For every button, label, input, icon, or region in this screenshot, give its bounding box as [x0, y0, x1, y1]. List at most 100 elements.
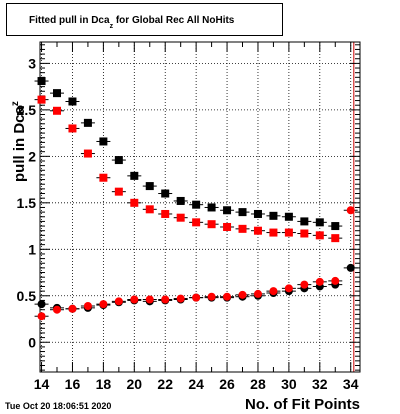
data-point	[300, 217, 309, 226]
data-point	[269, 287, 278, 296]
data-point	[269, 211, 278, 220]
x-tick-label: 22	[157, 376, 173, 392]
data-point	[145, 205, 154, 214]
series-1	[34, 77, 343, 231]
data-point	[176, 196, 185, 205]
chart-title: Fitted pull in Dcaz for Global Rec All N…	[29, 15, 235, 30]
data-point	[145, 295, 154, 304]
data-point	[68, 124, 77, 133]
data-point	[68, 97, 77, 106]
data-point	[37, 300, 46, 309]
data-point	[83, 149, 92, 158]
x-tick-label: 24	[188, 376, 204, 392]
y-tick-label: 1.5	[17, 195, 37, 211]
x-tick-label: 20	[127, 376, 143, 392]
data-point	[253, 289, 262, 298]
y-axis-label: pull in Dcaz	[10, 101, 28, 182]
data-point	[176, 213, 185, 222]
data-point	[284, 212, 293, 221]
x-tick-label: 14	[34, 376, 50, 392]
title-box: Fitted pull in Dcaz for Global Rec All N…	[6, 3, 283, 36]
data-point	[130, 198, 139, 207]
data-point	[161, 209, 170, 218]
y-tick-label: 2	[28, 148, 36, 164]
x-tick-label: 30	[281, 376, 297, 392]
axis-ticks: 14 16 18 20 22 24 26 28 30 32 34 0 0.5 1 1.5 2 2.5 3	[17, 42, 360, 392]
title-svg: Fitted pull in Dcaz for Global Rec All N…	[29, 15, 235, 30]
data-point	[284, 228, 293, 237]
data-point	[331, 234, 340, 243]
x-tick-label: 28	[250, 376, 266, 392]
x-tick-label: 34	[343, 376, 359, 392]
y-tick-label: 1	[28, 241, 36, 257]
timestamp: Tue Oct 20 18:06:51 2020	[5, 401, 112, 411]
data-point	[207, 220, 216, 229]
data-point	[130, 295, 139, 304]
data-point	[331, 222, 340, 231]
x-tick-label: 26	[219, 376, 235, 392]
series-2	[34, 95, 343, 243]
y-tick-label: 0.5	[17, 288, 37, 304]
data-point	[53, 305, 62, 314]
data-point	[53, 106, 62, 115]
data-point	[83, 118, 92, 127]
x-tick-label: 18	[96, 376, 112, 392]
chart-title-prefix: Fitted pull in Dca	[29, 15, 110, 26]
y-tick-label: 2.5	[17, 102, 37, 118]
data-point	[253, 226, 262, 235]
x-tick-label: 16	[65, 376, 81, 392]
y-tick-label: 0	[28, 334, 36, 350]
data-point	[192, 200, 201, 209]
data-point	[253, 209, 262, 218]
data-point	[68, 304, 77, 313]
chart-title-subscript: z	[110, 23, 114, 30]
data-point	[207, 203, 216, 212]
data-point	[300, 229, 309, 238]
data-point	[346, 206, 355, 215]
y-axis-label-wrap: pull in Dcaz	[6, 101, 28, 182]
data-marks	[34, 77, 358, 321]
data-point	[99, 300, 108, 309]
data-point	[161, 295, 170, 304]
data-point	[37, 95, 46, 104]
chart-title-suffix: for Global Rec All NoHits	[113, 15, 235, 26]
series-4	[34, 206, 358, 321]
data-point	[192, 218, 201, 227]
y-axis-label-text: pull in Dca	[11, 106, 28, 183]
data-point	[238, 224, 247, 233]
data-point	[238, 208, 247, 217]
data-point	[145, 182, 154, 191]
data-point	[99, 137, 108, 146]
data-point	[238, 290, 247, 299]
data-point	[192, 293, 201, 302]
x-tick-label: 32	[312, 376, 328, 392]
data-point	[114, 297, 123, 306]
data-point	[269, 228, 278, 237]
data-point	[223, 292, 232, 301]
data-point	[176, 294, 185, 303]
x-axis-label: No. of Fit Points	[245, 396, 360, 413]
data-point	[99, 173, 108, 182]
data-point	[37, 77, 46, 86]
data-point	[284, 284, 293, 293]
data-point	[300, 280, 309, 289]
data-point	[315, 277, 324, 286]
y-axis-label-svg: pull in Dcaz	[10, 101, 28, 182]
data-point	[315, 231, 324, 240]
data-point	[331, 276, 340, 285]
data-point	[53, 89, 62, 98]
data-point	[315, 218, 324, 227]
y-axis-label-subscript: z	[10, 101, 21, 106]
data-point	[114, 156, 123, 165]
data-point	[207, 292, 216, 301]
data-point	[346, 263, 355, 272]
y-tick-label: 3	[28, 55, 36, 71]
data-point	[130, 171, 139, 180]
data-point	[223, 206, 232, 215]
data-point	[37, 312, 46, 321]
data-point	[83, 302, 92, 310]
data-point	[114, 187, 123, 196]
data-point	[223, 222, 232, 231]
data-point	[161, 189, 170, 198]
